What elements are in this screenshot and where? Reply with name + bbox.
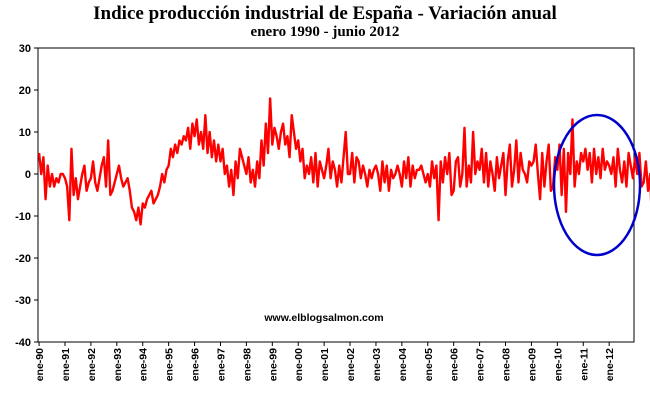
x-tick-label: ene-11 <box>578 348 590 381</box>
x-tick-label: ene-07 <box>475 348 487 381</box>
x-tick-label: ene-00 <box>293 348 305 381</box>
x-tick-label: ene-91 <box>60 348 72 381</box>
x-axis: ene-90 ene-91 ene-92 ene-93 ene-94 ene-95 ene-… <box>34 342 616 381</box>
x-tick-label: ene-06 <box>449 348 461 381</box>
x-tick-label: ene-98 <box>241 348 253 381</box>
x-tick-label: ene-94 <box>138 348 150 381</box>
y-axis: 30 20 10 0 -10 -20 -30 -40 <box>15 43 38 349</box>
chart-title: Indice producción industrial de España -… <box>93 3 557 24</box>
y-tick-label: -10 <box>15 211 31 223</box>
y-tick-label: -40 <box>15 337 31 349</box>
x-tick-label: ene-92 <box>86 348 98 381</box>
series-line <box>37 97 650 226</box>
x-tick-label: ene-03 <box>371 348 383 381</box>
x-tick-label: ene-05 <box>423 348 435 381</box>
x-tick-label: ene-93 <box>112 348 124 381</box>
watermark-text: www.elblogsalmon.com <box>263 312 383 324</box>
y-tick-label: 10 <box>19 127 31 139</box>
x-tick-label: ene-90 <box>34 348 46 381</box>
highlight-ellipse <box>552 113 642 257</box>
x-tick-label: ene-10 <box>552 348 564 381</box>
x-tick-label: ene-08 <box>501 348 513 381</box>
y-tick-label: -20 <box>15 253 31 265</box>
chart-subtitle: enero 1990 - junio 2012 <box>250 24 400 40</box>
x-tick-label: ene-12 <box>604 348 616 381</box>
y-tick-label: 20 <box>19 85 31 97</box>
x-tick-label: ene-01 <box>319 348 331 381</box>
y-tick-label: 30 <box>19 43 31 55</box>
plot-frame <box>37 47 635 343</box>
x-tick-label: ene-97 <box>215 348 227 381</box>
y-tick-label: 0 <box>25 169 31 181</box>
x-tick-label: ene-96 <box>190 348 202 381</box>
x-tick-label: ene-02 <box>345 348 357 381</box>
x-tick-label: ene-95 <box>164 348 176 381</box>
y-tick-label: -30 <box>15 295 31 307</box>
x-tick-label: ene-09 <box>526 348 538 381</box>
x-tick-label: ene-04 <box>397 348 409 381</box>
x-tick-label: ene-99 <box>267 348 279 381</box>
